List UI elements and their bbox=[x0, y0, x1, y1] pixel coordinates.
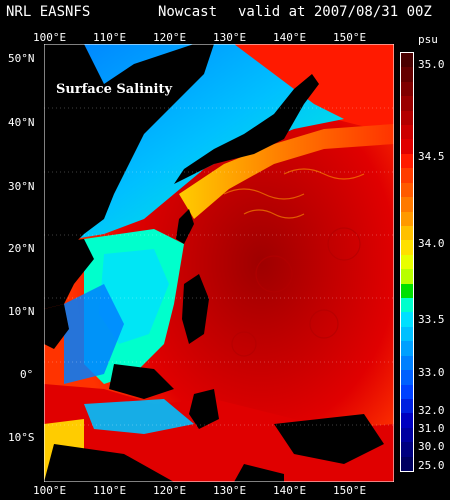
lon-label-top: 130°E bbox=[213, 31, 247, 44]
colorbar-segment bbox=[401, 326, 413, 342]
lon-label-bottom: 130°E bbox=[213, 484, 247, 497]
lat-label: 30°N bbox=[8, 180, 35, 193]
colorbar-segment bbox=[401, 81, 413, 97]
kuroshio-front bbox=[179, 124, 394, 219]
salinity-map bbox=[44, 44, 394, 482]
map-title: Surface Salinity bbox=[56, 82, 173, 97]
lon-label-top: 110°E bbox=[93, 31, 127, 44]
philippines-land bbox=[182, 274, 209, 344]
colorbar-tick-label: 30.0 bbox=[418, 440, 445, 453]
colorbar-tick-label: 25.0 bbox=[418, 459, 445, 472]
colorbar-tick-label: 33.5 bbox=[418, 313, 445, 326]
colorbar-segment bbox=[401, 110, 413, 126]
colorbar-segment bbox=[401, 240, 413, 256]
japan-korea-land bbox=[174, 74, 319, 184]
lon-label-bottom: 100°E bbox=[33, 484, 67, 497]
colorbar-tick-label: 32.0 bbox=[418, 404, 445, 417]
lat-label: 20°N bbox=[8, 242, 35, 255]
colorbar-unit: psu bbox=[418, 33, 438, 46]
lat-label: 10°N bbox=[8, 305, 35, 318]
colorbar-tick-label: 35.0 bbox=[418, 58, 445, 71]
colorbar-segment bbox=[401, 182, 413, 198]
lat-label: 40°N bbox=[8, 116, 35, 129]
colorbar-segment bbox=[401, 269, 413, 285]
lat-label: 10°S bbox=[8, 431, 35, 444]
lon-label-top: 120°E bbox=[153, 31, 187, 44]
borneo-land bbox=[109, 364, 174, 399]
colorbar-segment bbox=[401, 125, 413, 140]
lon-label-bottom: 150°E bbox=[333, 484, 367, 497]
colorbar-segment bbox=[401, 283, 413, 299]
lat-label: 0° bbox=[20, 368, 34, 381]
valid-time-label: valid at 2007/08/31 00Z bbox=[238, 4, 432, 20]
colorbar-segment bbox=[401, 413, 413, 429]
colorbar-segment bbox=[401, 427, 413, 443]
colorbar-segment bbox=[401, 225, 413, 241]
colorbar-segment bbox=[401, 355, 413, 371]
colorbar-tick-label: 34.5 bbox=[418, 150, 445, 163]
lon-label-bottom: 120°E bbox=[153, 484, 187, 497]
colorbar-segment bbox=[401, 456, 413, 472]
source-label: NRL EASNFS bbox=[6, 4, 91, 20]
colorbar-tick-label: 34.0 bbox=[418, 237, 445, 250]
asian-mainland bbox=[44, 44, 214, 244]
colorbar-tick-label: 33.0 bbox=[418, 366, 445, 379]
product-label: Nowcast bbox=[158, 4, 218, 20]
new-guinea-land bbox=[274, 414, 384, 464]
colorbar-segment bbox=[401, 398, 413, 414]
colorbar-segment bbox=[401, 442, 413, 458]
lon-label-top: 150°E bbox=[333, 31, 367, 44]
colorbar-segment bbox=[401, 197, 413, 213]
colorbar-segment bbox=[401, 370, 413, 385]
colorbar-segment bbox=[401, 341, 413, 357]
colorbar-segment bbox=[401, 384, 413, 400]
colorbar bbox=[400, 52, 414, 472]
colorbar-segment bbox=[401, 211, 413, 227]
colorbar-segment bbox=[401, 67, 413, 83]
lat-label: 50°N bbox=[8, 52, 35, 65]
lon-label-top: 100°E bbox=[33, 31, 67, 44]
lon-label-bottom: 110°E bbox=[93, 484, 127, 497]
lon-label-top: 140°E bbox=[273, 31, 307, 44]
colorbar-segment bbox=[401, 139, 413, 155]
colorbar-segment bbox=[401, 168, 413, 184]
colorbar-segment bbox=[401, 312, 413, 328]
colorbar-segment bbox=[401, 153, 413, 169]
colorbar-segment bbox=[401, 96, 413, 112]
colorbar-segment bbox=[401, 298, 413, 313]
colorbar-tick-label: 31.0 bbox=[418, 422, 445, 435]
colorbar-segment bbox=[401, 53, 413, 68]
colorbar-segment bbox=[401, 254, 413, 270]
lon-label-bottom: 140°E bbox=[273, 484, 307, 497]
